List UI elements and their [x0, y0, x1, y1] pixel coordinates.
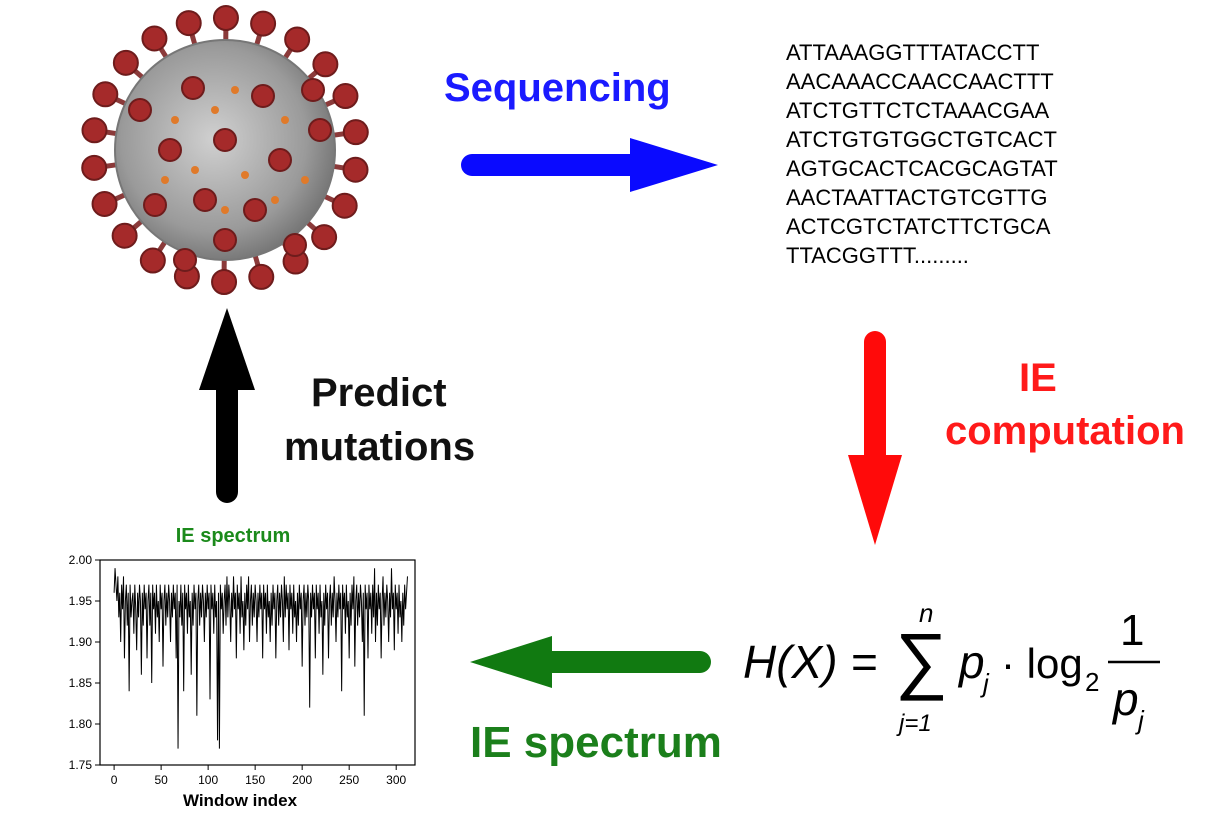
sequence-line: TTACGGTTT......... — [786, 243, 969, 268]
x-tick-label: 300 — [386, 773, 406, 787]
fraction-numerator: 1 — [1120, 606, 1144, 655]
virus-surface-proteins — [128, 76, 332, 272]
spike-head — [212, 5, 239, 32]
surface-spike — [213, 228, 237, 252]
log-operator: · log — [1001, 640, 1083, 687]
term-p: p — [957, 636, 985, 688]
x-tick-label: 50 — [154, 773, 168, 787]
ie-spectrum-label: IE spectrum — [470, 718, 722, 767]
surface-spike — [243, 198, 267, 222]
dna-sequence: ATTAAAGGTTTATACCTT AACAAACCAACCAACTTT AT… — [786, 38, 1058, 270]
ie-spectrum-series — [113, 568, 408, 749]
spike-head — [331, 192, 358, 219]
spike-head — [211, 268, 238, 295]
surface-spike — [128, 98, 152, 122]
spike-head — [284, 26, 311, 53]
x-tick-label: 0 — [111, 773, 118, 787]
surface-protein — [241, 171, 249, 179]
y-tick-label: 1.90 — [69, 635, 93, 649]
entropy-formula: H(X) = ∑ n j=1 p j · log 2 1 p j — [743, 598, 1160, 737]
sum-lower-limit: j=1 — [896, 710, 932, 737]
spike-head — [342, 119, 369, 146]
denominator-sub: j — [1135, 705, 1145, 735]
surface-protein — [171, 116, 179, 124]
sequence-line: ACTCGTCTATCTTCTGCA — [786, 214, 1051, 239]
coronavirus-illustration — [81, 5, 369, 295]
x-tick-label: 100 — [198, 773, 218, 787]
x-tick-label: 150 — [245, 773, 265, 787]
surface-spike — [251, 84, 275, 108]
computation-label: computation — [945, 409, 1185, 453]
spike-head — [81, 154, 108, 181]
sequence-line: ATTAAAGGTTTATACCTT — [786, 40, 1040, 65]
blue-arrow-right — [461, 138, 718, 192]
sequence-line: AGTGCACTCACGCAGTAT — [786, 156, 1058, 181]
surface-spike — [181, 76, 205, 100]
red-arrow-down — [848, 331, 902, 545]
y-tick-label: 1.75 — [69, 758, 93, 772]
sequencing-label: Sequencing — [444, 66, 671, 110]
sum-upper-limit: n — [919, 598, 933, 628]
green-arrow-left — [470, 636, 711, 688]
surface-spike — [301, 78, 325, 102]
spike-head — [332, 83, 359, 110]
surface-spike — [143, 193, 167, 217]
surface-protein — [231, 86, 239, 94]
y-tick-label: 1.85 — [69, 676, 93, 690]
formula-lhs: H(X) = — [743, 636, 877, 688]
surface-protein — [271, 196, 279, 204]
black-arrow-up — [199, 308, 255, 503]
surface-protein — [161, 176, 169, 184]
mutations-label: mutations — [284, 425, 476, 469]
spike-head — [312, 51, 339, 78]
plot-border — [99, 559, 416, 766]
y-axis: 1.75 1.80 1.85 1.90 1.95 2.00 — [69, 553, 100, 772]
fraction-denominator: p — [1111, 673, 1139, 725]
surface-protein — [221, 206, 229, 214]
surface-spike — [173, 248, 197, 272]
plot-frame — [99, 559, 416, 766]
sequence-line: AACTAATTACTGTCGTTG — [786, 185, 1048, 210]
surface-protein — [211, 106, 219, 114]
surface-spike — [283, 233, 307, 257]
x-tick-label: 200 — [292, 773, 312, 787]
spike-head — [175, 10, 202, 37]
surface-protein — [281, 116, 289, 124]
ie-spectrum-chart: IE spectrum 1.75 1.80 1.85 1.90 1.95 2.00 0 50… — [69, 525, 416, 810]
spike-head — [111, 222, 138, 249]
chart-title: IE spectrum — [176, 525, 290, 547]
sequence-line: AACAAACCAACCAACTTT — [786, 69, 1054, 94]
sum-symbol: ∑ — [895, 618, 948, 701]
ie-label: IE — [1019, 356, 1057, 400]
spike-head — [342, 156, 369, 183]
term-sub: j — [980, 668, 990, 698]
surface-spike — [213, 128, 237, 152]
surface-spike — [158, 138, 182, 162]
surface-protein — [191, 166, 199, 174]
spike-head — [81, 117, 108, 144]
surface-spike — [308, 118, 332, 142]
surface-spike — [268, 148, 292, 172]
x-tick-label: 250 — [339, 773, 359, 787]
log-base: 2 — [1085, 667, 1099, 697]
spike-head — [112, 49, 139, 76]
spike-head — [91, 190, 118, 217]
x-axis: 0 50 100 150 200 250 300 — [111, 765, 407, 787]
surface-protein — [301, 176, 309, 184]
spike-head — [250, 10, 277, 37]
y-tick-label: 1.95 — [69, 594, 93, 608]
spike-head — [311, 224, 338, 251]
spike-head — [92, 81, 119, 108]
spike-head — [141, 25, 168, 52]
spike-head — [248, 263, 275, 290]
spike-head — [139, 247, 166, 274]
surface-spike — [193, 188, 217, 212]
sequence-line: ATCTGTGTGGCTGTCACT — [786, 127, 1057, 152]
y-tick-label: 1.80 — [69, 717, 93, 731]
y-tick-label: 2.00 — [69, 553, 93, 567]
predict-label: Predict — [311, 371, 447, 415]
x-axis-label: Window index — [183, 791, 298, 810]
sequence-line: ATCTGTTCTCTAAACGAA — [786, 98, 1050, 123]
